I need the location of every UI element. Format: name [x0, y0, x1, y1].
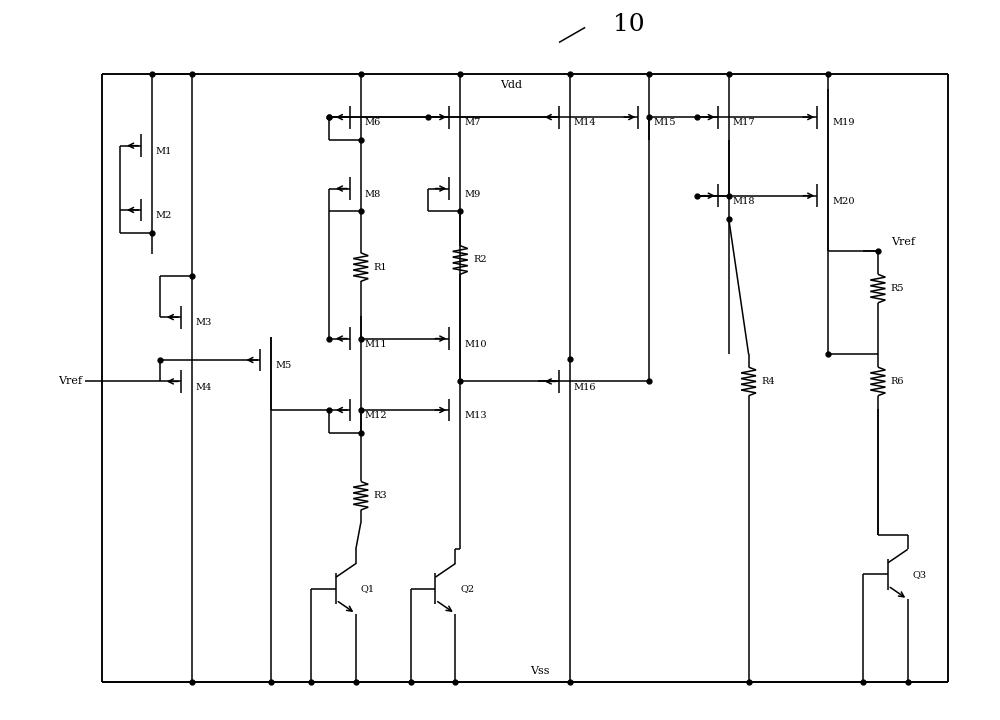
Text: M12: M12: [365, 411, 387, 420]
Text: M13: M13: [464, 411, 487, 420]
Text: 10: 10: [613, 13, 645, 36]
Text: M11: M11: [365, 340, 387, 348]
Text: Vss: Vss: [530, 666, 550, 676]
Text: M2: M2: [156, 211, 172, 220]
Text: Q1: Q1: [361, 584, 375, 593]
Text: M10: M10: [464, 340, 487, 348]
Text: M15: M15: [653, 118, 676, 127]
Text: M14: M14: [574, 118, 596, 127]
Text: M1: M1: [156, 147, 172, 156]
Text: R6: R6: [891, 377, 904, 386]
Text: M18: M18: [733, 197, 755, 206]
Text: M19: M19: [832, 118, 855, 127]
Text: M3: M3: [196, 318, 212, 328]
Text: Q3: Q3: [913, 570, 927, 579]
Text: M6: M6: [365, 118, 381, 127]
Text: R1: R1: [374, 263, 387, 271]
Text: R3: R3: [374, 491, 387, 500]
Text: M8: M8: [365, 190, 381, 199]
Text: R5: R5: [891, 284, 904, 293]
Text: M7: M7: [464, 118, 481, 127]
Text: M5: M5: [275, 361, 292, 370]
Text: M20: M20: [832, 197, 855, 206]
Text: M16: M16: [574, 382, 596, 392]
Text: M4: M4: [196, 382, 212, 392]
Text: M9: M9: [464, 190, 480, 199]
Text: Q2: Q2: [460, 584, 474, 593]
Text: Vref: Vref: [58, 377, 82, 387]
Text: R4: R4: [762, 377, 775, 386]
Text: M17: M17: [733, 118, 755, 127]
Text: Vdd: Vdd: [500, 80, 522, 90]
Text: Vref: Vref: [891, 237, 915, 247]
Text: R2: R2: [473, 256, 487, 264]
